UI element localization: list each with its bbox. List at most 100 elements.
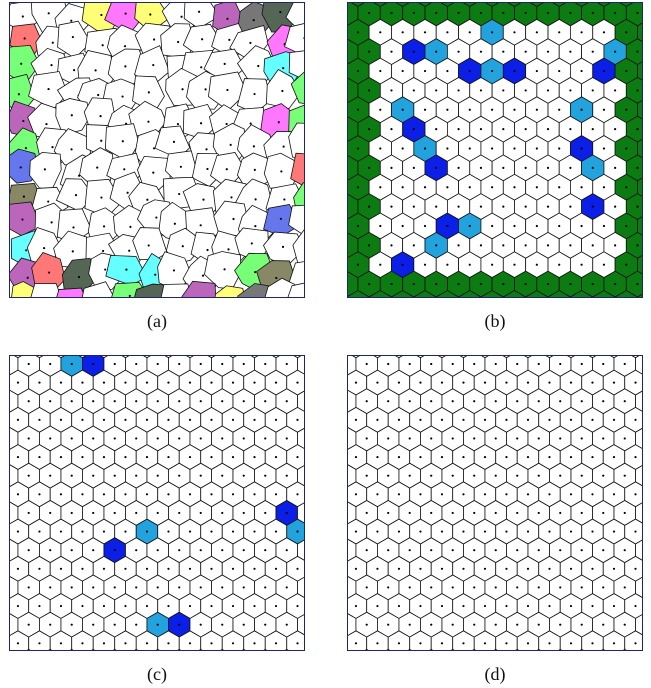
cell-site-dot <box>559 400 562 403</box>
cell-site-dot <box>548 418 551 421</box>
cell-site-dot <box>113 586 116 589</box>
cell-site-dot <box>516 623 519 626</box>
cell-site-dot <box>201 38 204 41</box>
cell-site-dot <box>172 269 176 272</box>
cell-site-dot <box>365 362 368 366</box>
cell-site-dot <box>591 381 594 384</box>
cell-site-dot <box>491 224 494 228</box>
cell-site-dot <box>390 11 393 15</box>
cell-site-dot <box>569 89 572 92</box>
cell-site-dot <box>47 87 50 91</box>
cell-site-dot <box>379 263 382 266</box>
cell-site-dot <box>591 282 594 286</box>
cell-site-dot <box>113 362 116 366</box>
cell-site-dot <box>354 493 358 496</box>
cell-site-dot <box>376 418 379 421</box>
cell-site-dot <box>494 400 497 403</box>
cell-site-dot <box>285 623 288 626</box>
cell-site-dot <box>365 623 368 626</box>
cell-site-dot <box>559 623 562 626</box>
cell-site-dot <box>401 31 404 34</box>
cell-site-dot <box>440 530 444 533</box>
cell-site-dot <box>483 418 487 421</box>
cell-site-dot <box>71 250 74 253</box>
cell-site-dot <box>19 166 22 169</box>
cell-site-dot <box>129 225 132 228</box>
cell-site-dot <box>457 50 460 53</box>
cell-site-dot <box>602 186 606 189</box>
cell-site-dot <box>38 381 41 384</box>
cell-site-dot <box>612 604 616 608</box>
cell-site-dot <box>625 263 628 266</box>
cell-site-dot <box>113 623 116 626</box>
cell-site-dot <box>81 642 84 645</box>
cell-site-dot <box>135 549 138 552</box>
cell-site-dot <box>145 567 149 570</box>
cell-site-dot <box>462 381 465 384</box>
cell-site-dot <box>154 273 157 276</box>
cell-site-dot <box>49 474 52 477</box>
cell-site-dot <box>188 418 192 421</box>
voronoi-cell <box>55 98 91 136</box>
cell-site-dot <box>49 437 52 440</box>
cell-site-dot <box>580 474 583 477</box>
cell-site-dot <box>548 381 551 384</box>
cell-site-dot <box>537 623 540 626</box>
cell-site-dot <box>152 147 156 150</box>
cell-site-dot <box>526 455 530 459</box>
cell-site-dot <box>210 381 213 384</box>
cell-site-dot <box>614 11 617 15</box>
cell-site-dot <box>376 530 379 533</box>
cell-site-dot <box>491 147 494 150</box>
cell-site-dot <box>537 400 540 403</box>
cell-site-dot <box>634 530 637 533</box>
cell-site-dot <box>296 604 299 608</box>
cell-site-dot <box>188 642 192 645</box>
cell-site-dot <box>365 400 368 403</box>
cell-site-dot <box>242 474 245 477</box>
cell-site-dot <box>102 642 106 645</box>
cell-site-dot <box>379 31 382 34</box>
cell-site-dot <box>379 186 382 189</box>
cell-site-dot <box>249 122 252 125</box>
cell-site-dot <box>614 244 617 247</box>
cell-site-dot <box>178 511 181 515</box>
cell-site-dot <box>281 245 285 248</box>
cell-site-dot <box>491 69 494 73</box>
cell-site-dot <box>569 418 573 421</box>
cell-site-dot <box>430 437 433 440</box>
cell-site-dot <box>27 437 30 440</box>
cell-site-dot <box>242 400 245 403</box>
cell-site-dot <box>379 147 382 150</box>
cell-site-dot <box>494 549 497 552</box>
cell-site-dot <box>123 45 127 48</box>
cell-site-dot <box>135 511 138 515</box>
cell-site-dot <box>502 128 505 131</box>
cell-site-dot <box>516 362 519 366</box>
cell-site-dot <box>524 205 527 208</box>
cell-site-dot <box>102 225 106 228</box>
cell-site-dot <box>223 268 226 271</box>
cell-site-dot <box>59 418 63 421</box>
cell-site-dot <box>612 381 616 384</box>
cell-site-dot <box>379 224 382 228</box>
cell-site-dot <box>16 418 20 421</box>
cell-site-dot <box>462 455 465 459</box>
cell-site-dot <box>625 147 628 150</box>
voronoi-cell <box>624 630 642 650</box>
cell-site-dot <box>612 493 616 496</box>
cell-site-dot <box>430 362 433 366</box>
cell-site-dot <box>38 567 41 570</box>
cell-site-dot <box>636 89 639 92</box>
cell-site-dot <box>451 362 454 366</box>
cell-site-dot <box>435 166 438 169</box>
cell-site-dot <box>591 604 594 608</box>
cell-site-dot <box>591 455 594 459</box>
cell-site-dot <box>602 108 606 111</box>
cell-site-dot <box>221 586 224 589</box>
cell-site-dot <box>516 549 519 552</box>
cell-site-dot <box>376 604 379 608</box>
cell-site-dot <box>104 268 107 271</box>
cell-site-dot <box>468 69 471 73</box>
cell-site-dot <box>473 474 476 477</box>
